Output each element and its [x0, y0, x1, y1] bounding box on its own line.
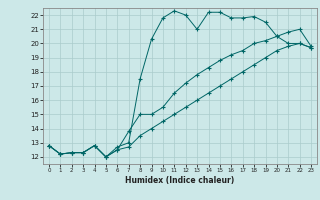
X-axis label: Humidex (Indice chaleur): Humidex (Indice chaleur) — [125, 176, 235, 185]
